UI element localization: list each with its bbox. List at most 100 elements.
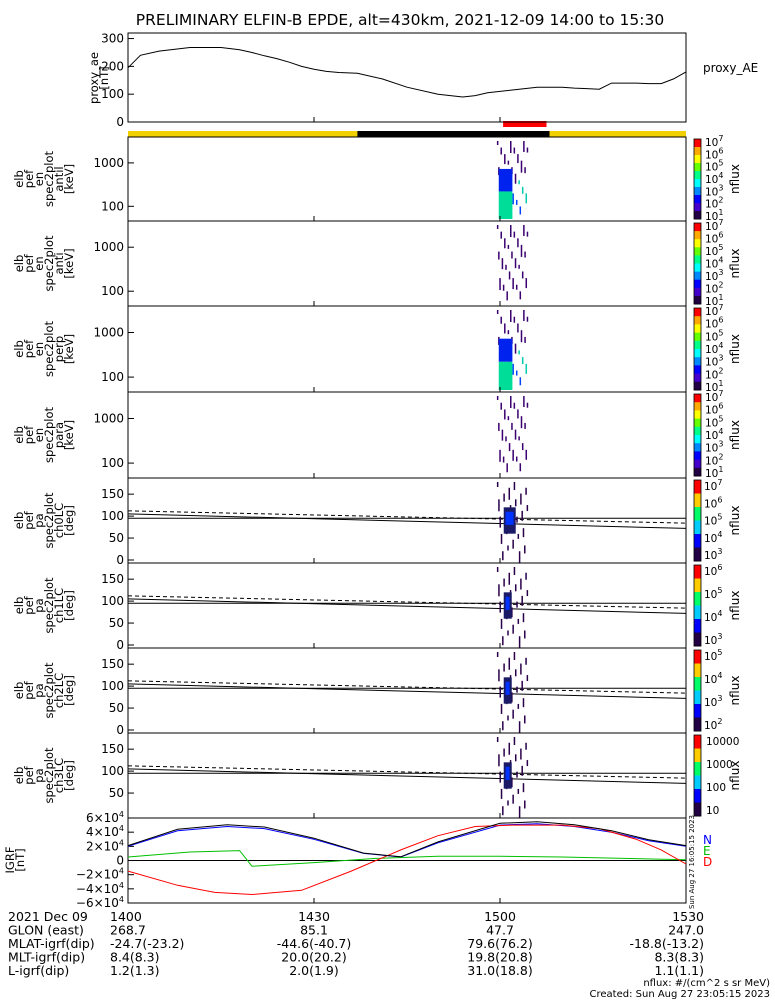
pa2-colorbar-band-2 xyxy=(694,677,701,691)
spec2-mark-3 xyxy=(500,316,502,324)
footer-units-note: nflux: #/(cm^2 s sr MeV) xyxy=(643,978,770,989)
pa0-mark-21 xyxy=(524,545,526,554)
spec0-mark-16 xyxy=(515,199,518,205)
spec3-mark-23 xyxy=(524,422,526,429)
spec0-mark-3 xyxy=(500,147,502,155)
pa1-mark-20 xyxy=(522,613,525,623)
pa1-mark-23 xyxy=(526,590,529,597)
spec3-mark-10 xyxy=(508,443,511,452)
spec1-mark-20 xyxy=(520,244,523,257)
pa1-colorbar-band-1 xyxy=(694,578,701,593)
igrf-ytick-label-1: 4×104 xyxy=(86,824,124,839)
pa0-mark-14 xyxy=(514,499,517,507)
pa1-mark-0 xyxy=(496,567,499,572)
figure-title: PRELIMINARY ELFIN-B EPDE, alt=430km, 202… xyxy=(136,11,664,29)
ae-ytick-label-2: 200 xyxy=(101,59,124,73)
pa2-colorbar-band-4 xyxy=(694,704,701,718)
spec0-ylabel-line-3: spec2plot xyxy=(42,150,56,207)
panel-pitch-angle-0: 0 50 100 150 103 104 105 106 107 nflux elbpefpaspe… xyxy=(12,477,742,567)
footer-created: Created: Sun Aug 27 23:05:15 2023 xyxy=(590,989,770,1000)
pa0-ytick-label-1: 50 xyxy=(109,531,124,545)
igrf-legend-D: D xyxy=(703,855,712,869)
igrf-series-total xyxy=(127,821,687,858)
spec0-colorbar-band-7 xyxy=(694,195,701,204)
mode-flags xyxy=(128,121,686,137)
pa1-ytick-label-2: 100 xyxy=(101,594,124,608)
pa1-ylabel-line-3: spec2plot xyxy=(42,577,56,634)
pa3-mark-9 xyxy=(508,742,511,755)
spec1-colorbar-band-5 xyxy=(694,263,701,273)
pa0-mark-13 xyxy=(513,482,516,490)
pa2-ylabel-line-0: elb xyxy=(12,682,26,700)
pa3-mark-4 xyxy=(502,806,504,816)
pa3-mark-1 xyxy=(498,754,500,767)
spec1-mark-12 xyxy=(511,251,513,259)
footer-row-0-value-2: 1500 xyxy=(484,909,516,924)
pa2-mark-18 xyxy=(520,663,522,675)
pa1-colorbar-band-2 xyxy=(694,592,701,606)
spec2-colorbar-band-3 xyxy=(694,332,701,342)
spec2-cb-title: nflux xyxy=(728,334,742,364)
pa1-frame xyxy=(127,562,687,649)
spec3-colorbar-band-0 xyxy=(694,394,701,403)
spec2-mark-23 xyxy=(524,336,526,343)
spec0-mark-9 xyxy=(507,160,510,165)
igrf-ytick-label-6: −6×104 xyxy=(76,895,124,910)
spec0-mark-6 xyxy=(504,154,506,165)
spec1-colorbar-band-1 xyxy=(694,231,701,240)
spec1-mark-23 xyxy=(524,251,526,258)
pa2-mark-21 xyxy=(524,715,526,724)
pa0-mark-15 xyxy=(516,516,518,523)
flag-segment-2 xyxy=(549,131,686,137)
spec2-mark-17 xyxy=(517,323,519,333)
spec2-ylabel-line-2: en xyxy=(32,342,46,356)
spec1-mark-8 xyxy=(506,291,508,301)
spec1-mark-11 xyxy=(510,225,512,237)
igrf-ytick-label-0: 6×104 xyxy=(86,810,124,825)
pa3-ylabel-line-0: elb xyxy=(12,767,26,785)
pa0-cb-label-3: 106 xyxy=(704,495,722,510)
ae-ytick-label-1: 100 xyxy=(101,87,124,101)
pa0-cb-label-0: 103 xyxy=(704,547,722,562)
pa3-mark-11 xyxy=(511,777,513,788)
spec2-colorbar-band-7 xyxy=(694,365,701,375)
pa3-cb-label-0: 10 xyxy=(706,805,719,817)
spec0-mark-22 xyxy=(523,141,525,152)
spec0-ytick-label-0: 100 xyxy=(101,199,124,213)
spec3-colorbar-band-1 xyxy=(694,402,701,411)
spec1-colorbar-frame xyxy=(693,222,702,305)
pa3-cb-label-1: 100 xyxy=(706,782,726,794)
spec2-mark-0 xyxy=(496,310,499,314)
pa1-mark-15 xyxy=(516,601,518,608)
pa1-colorbar-band-0 xyxy=(694,565,701,579)
panels: 0100200300proxy_AEproxy_ae[nT]1001000101… xyxy=(3,32,758,910)
pa3-ytick-label-2: 150 xyxy=(101,742,124,756)
spec3-colorbar-band-7 xyxy=(694,451,701,461)
pa3-ytick-label-1: 100 xyxy=(101,764,124,778)
spec0-mark-15 xyxy=(514,173,517,184)
spec3-mark-11 xyxy=(510,396,512,408)
spec0-colorbar-band-9 xyxy=(694,211,701,220)
pa2-cb-label-2: 104 xyxy=(704,671,722,686)
spec0-colorbar-band-4 xyxy=(694,171,701,180)
pa1-cb-label-3: 106 xyxy=(704,563,722,578)
pa2-ylabel-line-5: [deg] xyxy=(62,675,76,706)
pa2-mark-15 xyxy=(516,686,518,693)
spec2-colorbar-band-5 xyxy=(694,349,701,358)
spec2-colorbar-band-8 xyxy=(694,373,701,383)
spec3-mark-2 xyxy=(499,449,501,462)
spec2-ylabel-line-1: pef xyxy=(22,339,36,358)
pa2-colorbar-band-5 xyxy=(694,717,701,732)
spec0-cb-title: nflux xyxy=(728,164,742,194)
pa2-mark-17 xyxy=(518,721,521,734)
pa3-mark-14 xyxy=(514,754,517,762)
spec2-colorbar-band-1 xyxy=(694,316,701,325)
pa0-mark-5 xyxy=(503,493,505,502)
spec1-ylabel-line-3: spec2plot xyxy=(42,235,56,292)
pa3-mark-23 xyxy=(526,760,529,767)
spec3-colorbar-band-9 xyxy=(694,467,701,477)
igrf-legend-N: N xyxy=(703,833,712,847)
spec2-core-blue xyxy=(498,338,513,362)
